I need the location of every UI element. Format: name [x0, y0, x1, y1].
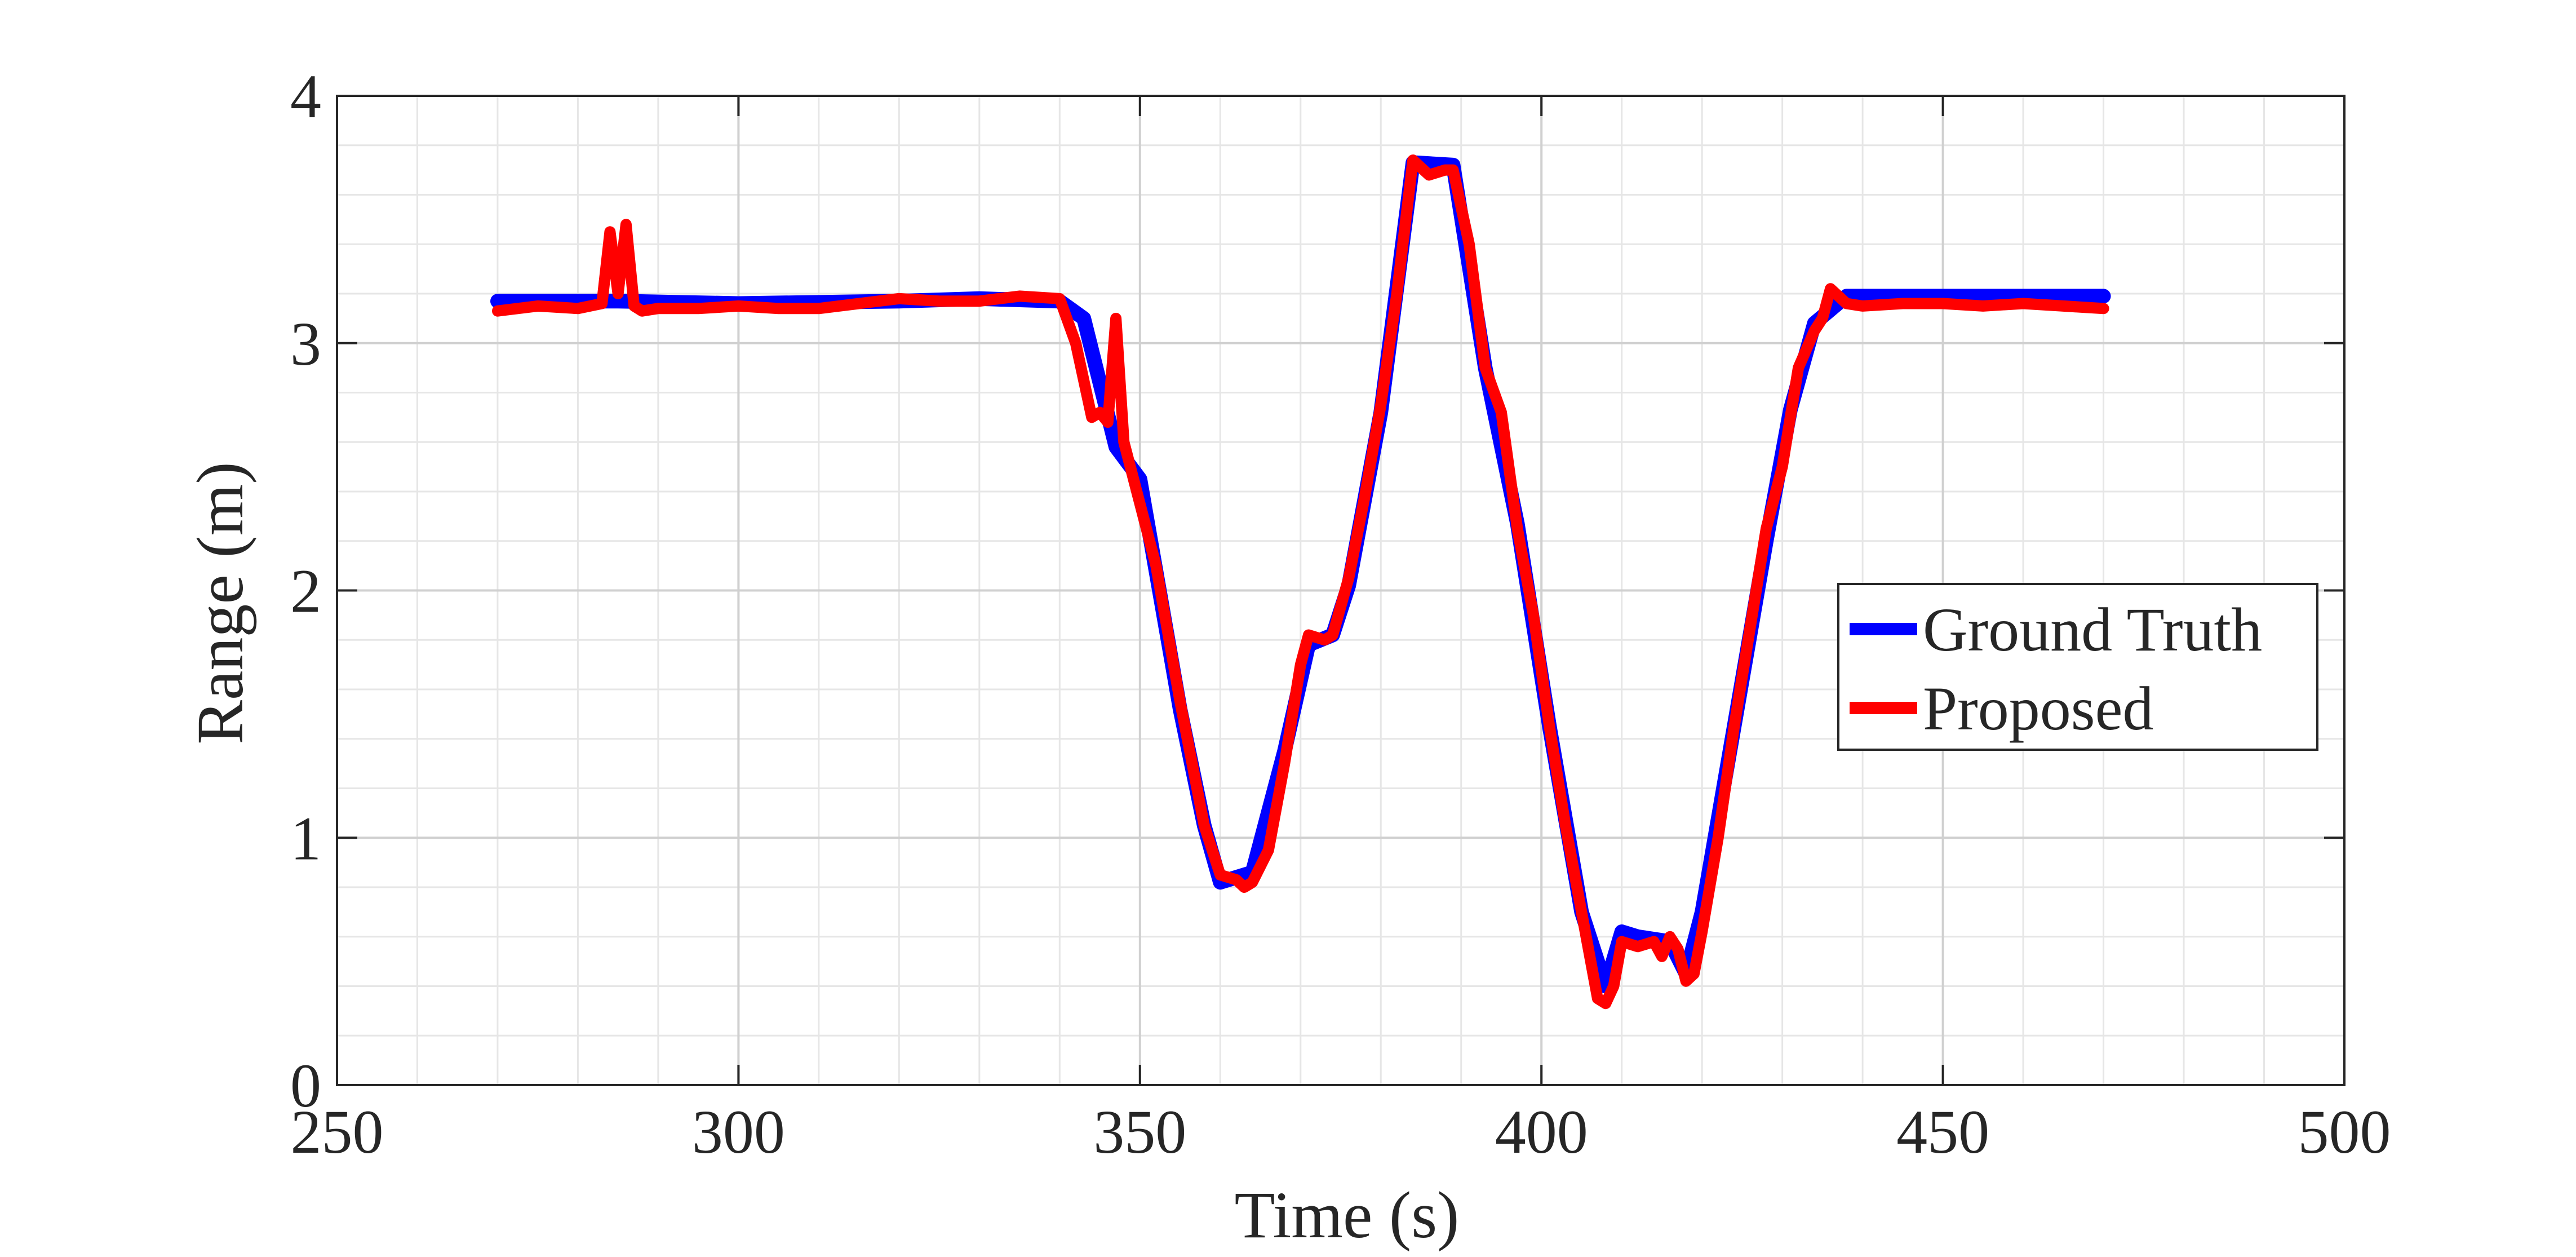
tick-labels: 250 300 350 400 450 500 0 1 2 3 4 — [290, 62, 2391, 1166]
y-tick-label: 3 — [290, 309, 321, 378]
plot-series — [490, 154, 2111, 1010]
legend-label: Proposed — [1923, 674, 2153, 743]
x-tick-label: 450 — [1896, 1097, 1989, 1166]
y-tick-label: 4 — [290, 62, 321, 131]
legend: Ground Truth Proposed — [1837, 583, 2318, 751]
x-tick-label: 400 — [1495, 1097, 1588, 1166]
y-tick-label: 1 — [290, 804, 321, 873]
x-tick-label: 300 — [692, 1097, 785, 1166]
axes — [336, 95, 2346, 1086]
legend-box — [1837, 583, 2318, 751]
legend-label: Ground Truth — [1923, 595, 2262, 664]
series-line-proposed — [492, 154, 2109, 1010]
x-tick-label: 350 — [1093, 1097, 1186, 1166]
y-axis-label: Range (m) — [183, 462, 257, 744]
x-tick-label: 250 — [291, 1097, 384, 1166]
x-tick-label: 500 — [2298, 1097, 2391, 1166]
y-tick-label: 0 — [290, 1051, 321, 1120]
y-tick-label: 2 — [290, 557, 321, 626]
x-axis-label: Time (s) — [1235, 1178, 1460, 1252]
